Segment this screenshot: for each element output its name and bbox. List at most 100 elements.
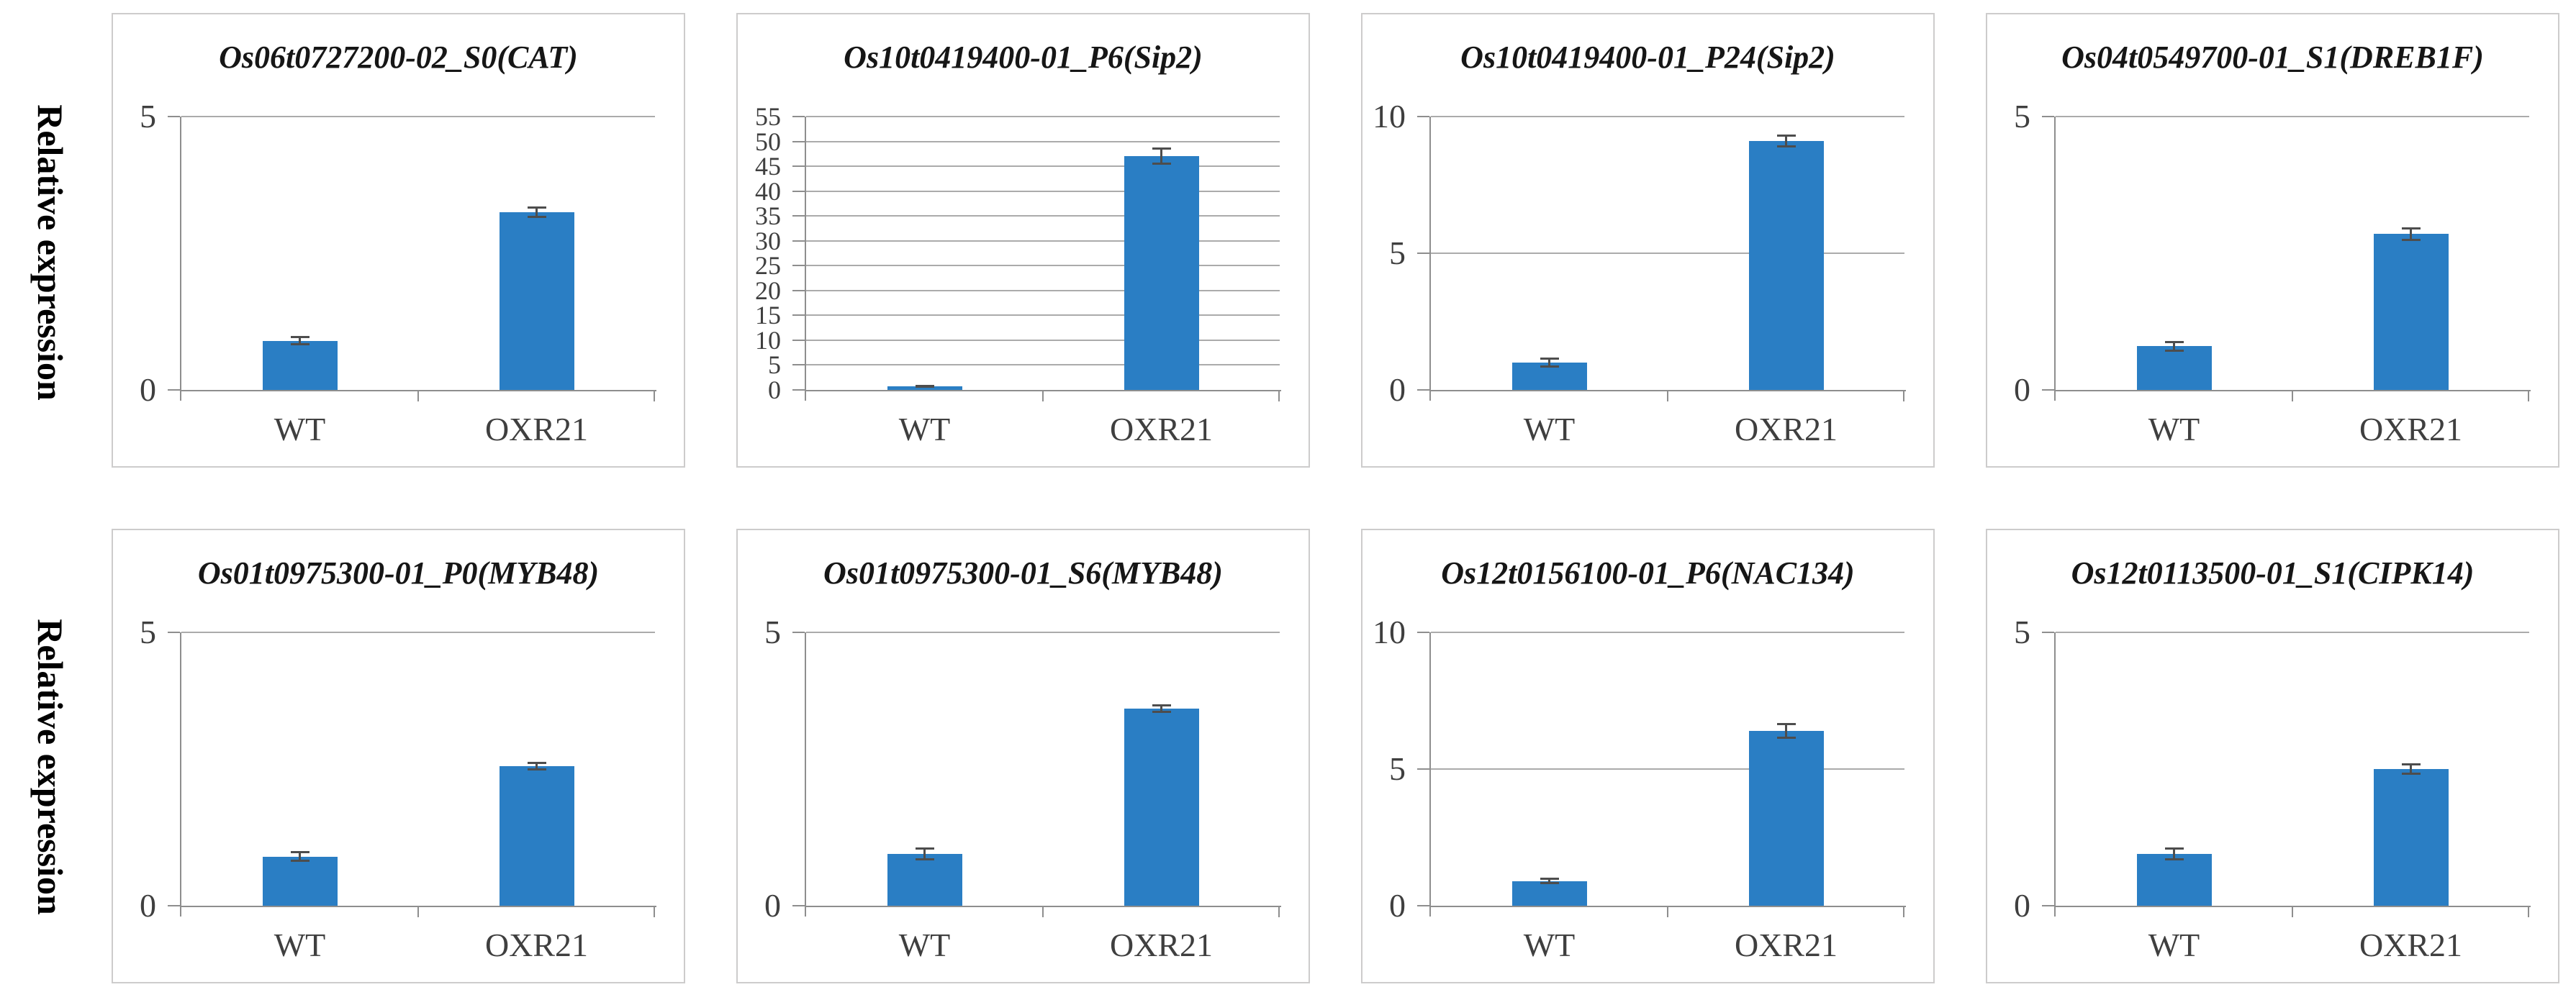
x-category-label-OXR21: OXR21	[2359, 927, 2463, 963]
y-tick-5	[2042, 632, 2054, 633]
gridline-25	[806, 265, 1280, 267]
bar-WT	[887, 853, 962, 906]
error-bar-cap-bottom-WT	[290, 343, 309, 346]
chart-panel-4: Os04t0549700-01_S1(DREB1F) 0 5 WT OXR21	[1986, 13, 2559, 468]
error-bar-line-WT	[1548, 358, 1550, 367]
y-tick-label: 10	[1373, 614, 1406, 650]
gridline-5	[1431, 768, 1904, 770]
gridline-35	[806, 215, 1280, 217]
y-tick-0	[2042, 905, 2054, 906]
bar-OXR21	[1124, 156, 1199, 390]
bar-OXR21	[2373, 234, 2449, 390]
error-bar-cap-top-OXR21	[1776, 722, 1796, 725]
bar-OXR21	[499, 212, 574, 390]
y-tick-label: 0	[768, 376, 781, 404]
y-tick-label: 0	[764, 887, 781, 924]
y-tick-label: 0	[1389, 887, 1406, 924]
y-tick-10	[1417, 116, 1429, 117]
bar-WT	[2136, 346, 2212, 390]
plot-area: 0 5 WT OXR21	[764, 616, 1281, 963]
chart-panel-2: Os10t0419400-01_P6(Sip2) 0 5 10 15 20 25 30 35 40…	[736, 13, 1310, 468]
error-bar-cap-top-OXR21	[2401, 763, 2421, 766]
error-bar-line-OXR21	[1785, 135, 1787, 147]
y-tick-0	[168, 905, 180, 906]
y-tick-5	[792, 364, 805, 366]
y-tick-25	[792, 265, 805, 267]
x-axis-tick-middle	[417, 907, 419, 917]
x-axis	[2054, 390, 2531, 391]
plot-area: 0 5 10 WT OXR21	[1373, 100, 1906, 447]
error-bar-cap-bottom-OXR21	[1152, 163, 1171, 165]
y-tick-label: 0	[2014, 371, 2030, 408]
error-bar-line-OXR21	[2410, 228, 2412, 240]
chart-title: Os10t0419400-01_P24(Sip2)	[1460, 40, 1835, 75]
y-tick-label: 10	[755, 325, 781, 355]
x-category-label-WT: WT	[898, 927, 951, 963]
error-bar-line-OXR21	[1160, 148, 1162, 164]
y-tick-35	[792, 215, 805, 217]
y-tick-label: 15	[755, 301, 781, 330]
x-category-label-WT: WT	[274, 927, 326, 963]
y-tick-label: 5	[1389, 750, 1406, 787]
plot-area: 0 5 WT OXR21	[140, 616, 656, 963]
error-bar-cap-bottom-WT	[915, 858, 934, 860]
error-bar-line-OXR21	[2410, 764, 2412, 774]
y-tick-5	[1417, 253, 1429, 254]
gridline-10	[806, 339, 1280, 341]
error-bar-cap-top-OXR21	[527, 762, 546, 765]
x-axis-tick-middle	[417, 391, 419, 401]
y-axis	[1429, 117, 1431, 401]
chart-title: Os06t0727200-02_S0(CAT)	[219, 40, 578, 75]
x-axis	[1429, 906, 1906, 907]
y-axis	[2054, 117, 2056, 401]
gridline-10	[1431, 632, 1904, 633]
plot-area: 0 5 WT OXR21	[140, 100, 656, 447]
y-tick-label: 5	[140, 614, 156, 650]
y-tick-label: 0	[140, 887, 156, 924]
y-axis	[180, 632, 181, 917]
y-tick-label: 5	[764, 614, 781, 650]
bar-OXR21	[499, 766, 574, 906]
error-bar-cap-top-OXR21	[1152, 147, 1171, 150]
chart-panel-8: Os12t0113500-01_S1(CIPK14) 0 5 WT OXR21	[1986, 529, 2559, 983]
error-bar-line-WT	[923, 848, 926, 860]
error-bar-cap-top-OXR21	[2401, 227, 2421, 230]
error-bar-line-OXR21	[535, 763, 538, 770]
x-category-label-WT: WT	[2148, 411, 2200, 447]
bar-WT	[262, 856, 338, 906]
gridline-10	[1431, 116, 1904, 117]
chart-panel-5: Os01t0975300-01_P0(MYB48) 0 5 WT OXR21	[112, 529, 685, 983]
y-tick-10	[792, 339, 805, 341]
gridline-55	[806, 116, 1280, 117]
y-tick-0	[168, 389, 180, 391]
bar-OXR21	[1748, 141, 1824, 390]
gridline-5	[181, 116, 655, 117]
chart-title: Os01t0975300-01_P0(MYB48)	[197, 555, 600, 591]
x-axis	[180, 390, 656, 391]
x-axis-tick-end	[1278, 907, 1280, 917]
y-tick-5	[168, 632, 180, 633]
y-tick-label: 50	[755, 127, 781, 156]
gridline-5	[806, 632, 1280, 633]
y-tick-0	[2042, 389, 2054, 391]
y-tick-label: 5	[140, 98, 156, 135]
error-bar-cap-top-OXR21	[1776, 135, 1796, 137]
x-category-label-WT: WT	[1523, 411, 1576, 447]
bar-OXR21	[2373, 769, 2449, 906]
y-tick-label: 55	[755, 102, 781, 131]
error-bar-line-WT	[1548, 878, 1550, 883]
error-bar-cap-top-OXR21	[527, 206, 546, 209]
error-bar-cap-top-WT	[290, 851, 309, 854]
y-tick-5	[168, 116, 180, 117]
error-bar-line-OXR21	[535, 207, 538, 217]
x-axis-tick-end	[654, 391, 655, 401]
x-axis-tick-end	[1903, 907, 1904, 917]
error-bar-cap-top-WT	[2164, 340, 2184, 343]
y-tick-label: 45	[755, 152, 781, 181]
bar-OXR21	[1748, 730, 1824, 906]
error-bar-cap-top-WT	[1540, 357, 1559, 360]
x-category-label-WT: WT	[898, 411, 951, 447]
error-bar-cap-bottom-WT	[2164, 858, 2184, 860]
x-category-label-OXR21: OXR21	[1109, 411, 1214, 447]
x-axis-tick-middle	[1667, 907, 1668, 917]
